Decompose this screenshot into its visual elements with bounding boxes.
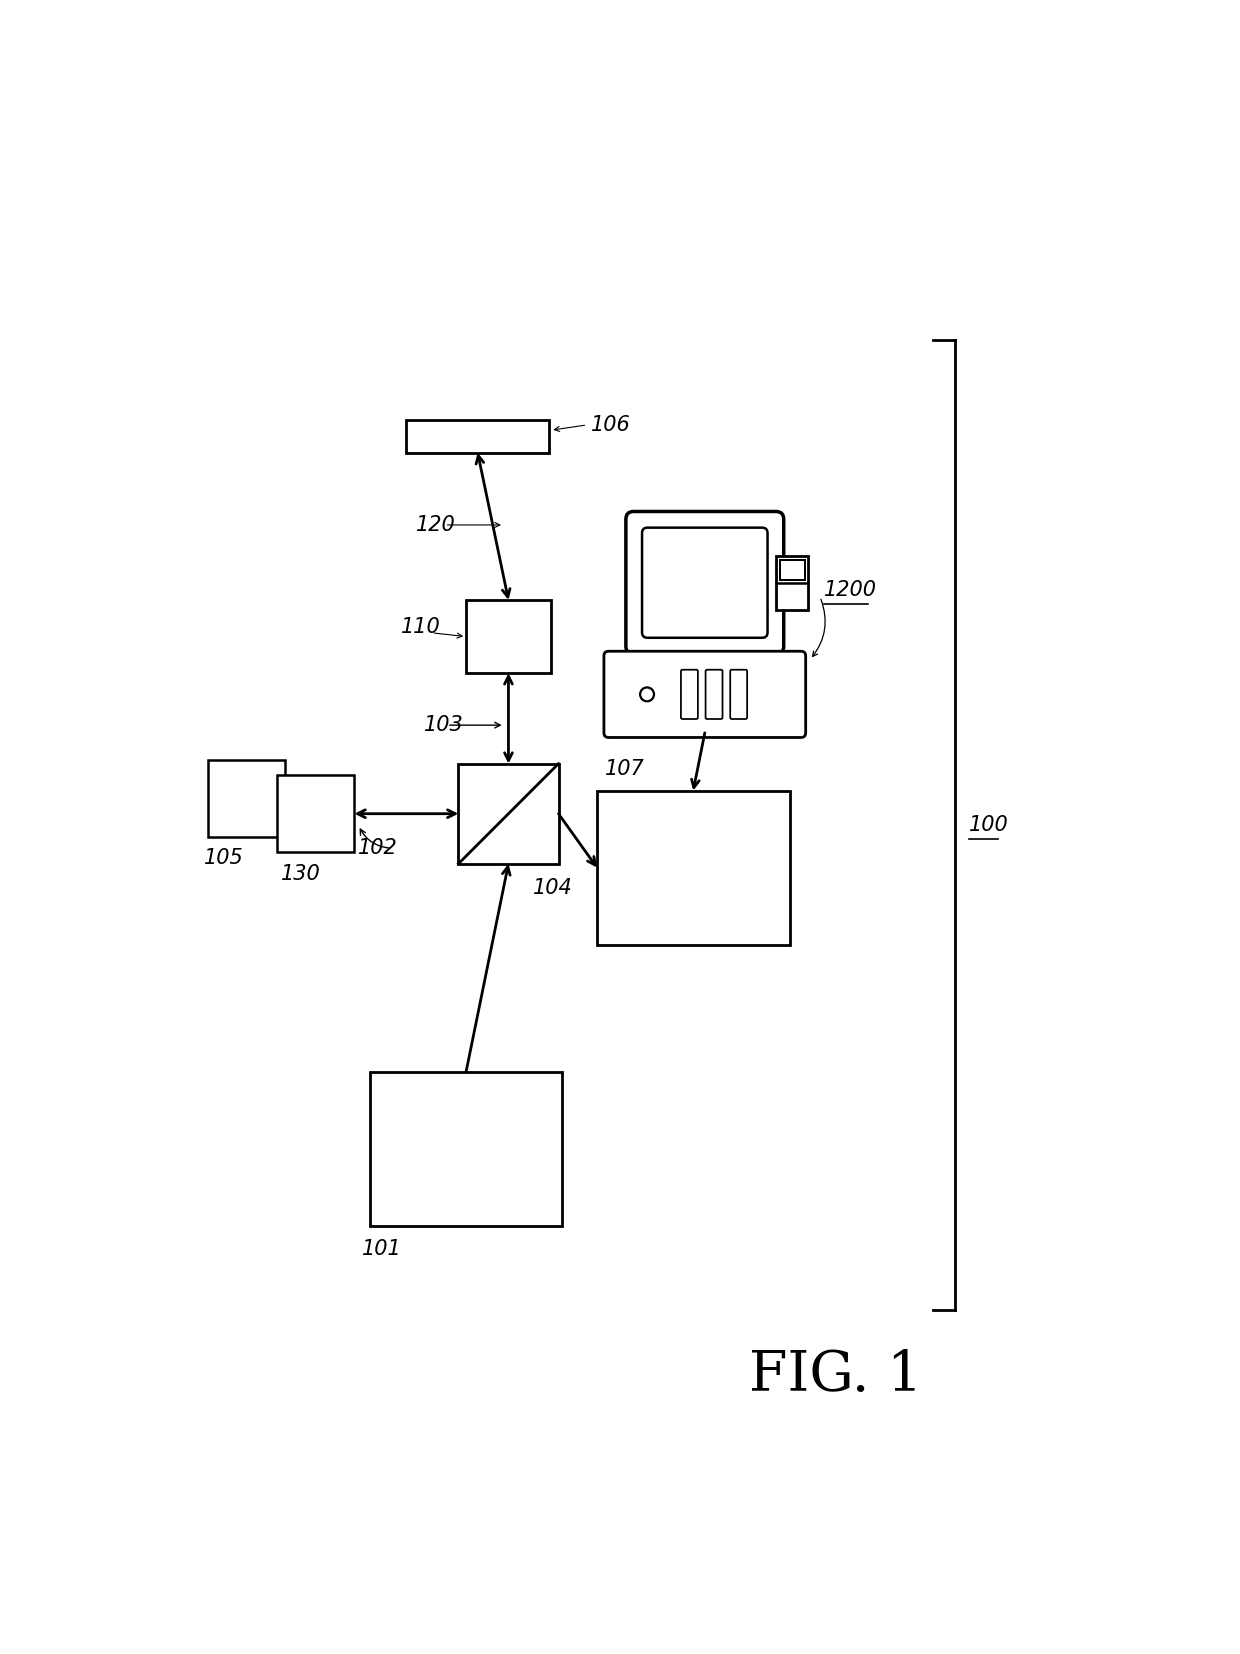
FancyBboxPatch shape: [780, 561, 805, 579]
FancyBboxPatch shape: [208, 759, 285, 837]
FancyBboxPatch shape: [642, 528, 768, 638]
FancyBboxPatch shape: [278, 776, 355, 852]
FancyBboxPatch shape: [706, 670, 723, 719]
FancyBboxPatch shape: [407, 420, 549, 453]
FancyBboxPatch shape: [681, 670, 698, 719]
Text: 130: 130: [281, 863, 321, 883]
Text: 106: 106: [591, 415, 631, 435]
FancyBboxPatch shape: [730, 670, 748, 719]
Text: 107: 107: [605, 759, 645, 779]
FancyBboxPatch shape: [370, 1072, 563, 1226]
FancyBboxPatch shape: [604, 652, 806, 738]
FancyBboxPatch shape: [459, 764, 558, 863]
Text: 1200: 1200: [823, 581, 877, 600]
FancyBboxPatch shape: [596, 791, 790, 944]
Text: 101: 101: [362, 1239, 402, 1259]
Text: 104: 104: [533, 878, 573, 898]
Text: 110: 110: [401, 617, 440, 637]
Text: 100: 100: [968, 815, 1008, 835]
FancyBboxPatch shape: [776, 556, 808, 610]
Text: FIG. 1: FIG. 1: [749, 1348, 923, 1403]
Text: 120: 120: [417, 514, 456, 534]
FancyBboxPatch shape: [466, 600, 551, 673]
FancyBboxPatch shape: [626, 511, 784, 653]
Text: 103: 103: [424, 715, 464, 734]
Text: 102: 102: [357, 839, 398, 858]
Text: 105: 105: [205, 849, 244, 868]
